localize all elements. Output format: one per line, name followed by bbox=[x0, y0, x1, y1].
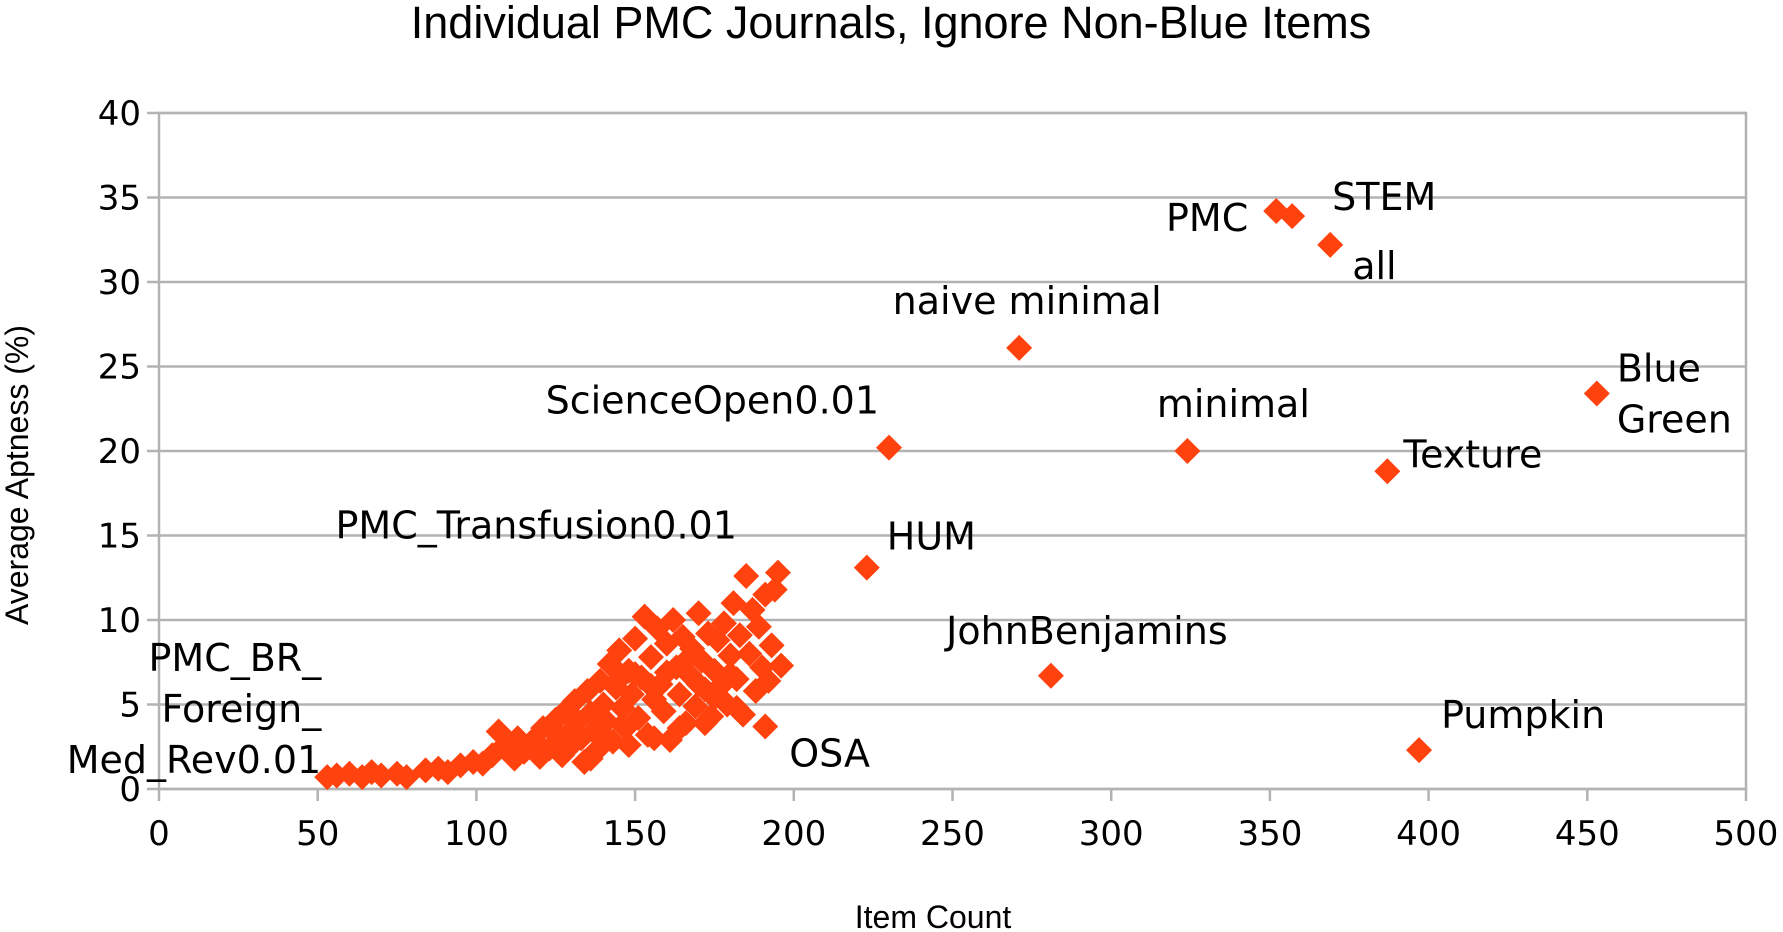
data-point bbox=[758, 632, 785, 659]
data-point bbox=[641, 725, 668, 752]
y-tick-label: 20 bbox=[98, 432, 141, 472]
data-point bbox=[710, 610, 737, 637]
x-tick-label: 400 bbox=[1396, 814, 1461, 854]
data-point-labeled bbox=[1279, 203, 1306, 230]
point-label: naive minimal bbox=[893, 279, 1162, 323]
x-tick-label: 200 bbox=[761, 814, 826, 854]
data-point bbox=[691, 710, 718, 737]
data-point-labeled bbox=[1317, 231, 1344, 258]
y-tick-label: 10 bbox=[98, 601, 141, 641]
data-point bbox=[717, 642, 744, 669]
y-tick-label: 30 bbox=[98, 263, 141, 303]
chart-title: Individual PMC Journals, Ignore Non-Blue… bbox=[411, 0, 1371, 48]
x-tick-label: 250 bbox=[920, 814, 985, 854]
data-point bbox=[761, 576, 788, 603]
point-label: JohnBenjamins bbox=[944, 609, 1227, 653]
data-point bbox=[637, 644, 664, 671]
point-label: Pumpkin bbox=[1441, 693, 1605, 737]
x-axis-title: Item Count bbox=[855, 899, 1012, 932]
data-point bbox=[615, 732, 642, 759]
data-point bbox=[682, 693, 709, 720]
y-axis: 0 5 10 15 20 25 30 35 40 bbox=[98, 94, 159, 810]
data-point bbox=[622, 625, 649, 652]
data-point-labeled bbox=[1006, 334, 1033, 361]
point-labels: PMC STEM all naive minimal Blue Green ScienceO… bbox=[67, 175, 1732, 782]
x-tick-label: 450 bbox=[1555, 814, 1620, 854]
data-point bbox=[733, 563, 760, 590]
data-point bbox=[590, 691, 617, 718]
data-point-labeled bbox=[1037, 662, 1064, 689]
x-tick-label: 50 bbox=[296, 814, 339, 854]
y-tick-label: 15 bbox=[98, 517, 141, 557]
data-point bbox=[723, 694, 750, 721]
point-label: PMC bbox=[1166, 196, 1248, 240]
data-point bbox=[666, 681, 693, 708]
point-label: PMC_BR_ Foreign_ Med_Rev0.01 bbox=[67, 636, 322, 782]
data-point bbox=[685, 600, 712, 627]
x-tick-label: 150 bbox=[603, 814, 668, 854]
data-point-labeled bbox=[1583, 380, 1610, 407]
data-point-labeled bbox=[1174, 438, 1201, 464]
data-points bbox=[314, 198, 1610, 791]
y-tick-label: 35 bbox=[98, 179, 141, 219]
data-point-labeled bbox=[314, 764, 341, 791]
y-tick-label: 40 bbox=[98, 94, 141, 134]
data-point-labeled bbox=[764, 559, 791, 586]
data-point bbox=[618, 681, 645, 708]
point-label: Blue Green bbox=[1617, 347, 1732, 442]
data-point bbox=[368, 762, 395, 789]
data-point bbox=[577, 745, 604, 772]
x-tick-label: 300 bbox=[1079, 814, 1144, 854]
point-label: Texture bbox=[1402, 432, 1542, 476]
data-point-labeled bbox=[853, 554, 880, 581]
data-point bbox=[736, 640, 763, 667]
data-point bbox=[717, 661, 744, 688]
y-tick-label: 5 bbox=[119, 686, 141, 726]
data-point bbox=[666, 715, 693, 742]
data-point bbox=[755, 667, 782, 694]
data-point bbox=[650, 698, 677, 725]
data-point-labeled bbox=[752, 713, 779, 740]
data-point bbox=[660, 607, 687, 633]
point-label: HUM bbox=[887, 515, 976, 559]
point-label: STEM bbox=[1332, 175, 1436, 219]
point-label: ScienceOpen0.01 bbox=[546, 379, 879, 423]
data-point bbox=[768, 652, 795, 679]
y-tick-label: 25 bbox=[98, 348, 141, 388]
x-tick-label: 350 bbox=[1237, 814, 1302, 854]
data-point bbox=[606, 637, 633, 664]
y-tick-label: 0 bbox=[119, 770, 141, 810]
point-label: minimal bbox=[1157, 382, 1310, 426]
data-point bbox=[622, 661, 649, 688]
x-tick-label: 0 bbox=[148, 814, 170, 854]
data-point-labeled bbox=[1406, 737, 1433, 764]
data-point bbox=[726, 622, 753, 649]
x-axis: 0 50 100 150 200 250 300 350 400 450 500 bbox=[148, 789, 1778, 854]
data-point bbox=[745, 613, 772, 640]
data-point bbox=[669, 650, 696, 677]
data-point bbox=[685, 671, 712, 698]
data-point-labeled bbox=[1374, 458, 1401, 485]
data-point bbox=[701, 684, 728, 711]
data-point bbox=[609, 711, 636, 738]
point-label: all bbox=[1352, 244, 1396, 288]
x-tick-label: 500 bbox=[1714, 814, 1779, 854]
point-label: OSA bbox=[789, 731, 870, 775]
point-label: PMC_Transfusion0.01 bbox=[336, 504, 737, 548]
data-point bbox=[590, 721, 617, 748]
data-point-labeled bbox=[876, 434, 903, 461]
data-point bbox=[637, 672, 664, 699]
x-tick-label: 100 bbox=[444, 814, 509, 854]
y-axis-title: Average Aptness (%) bbox=[0, 325, 35, 625]
